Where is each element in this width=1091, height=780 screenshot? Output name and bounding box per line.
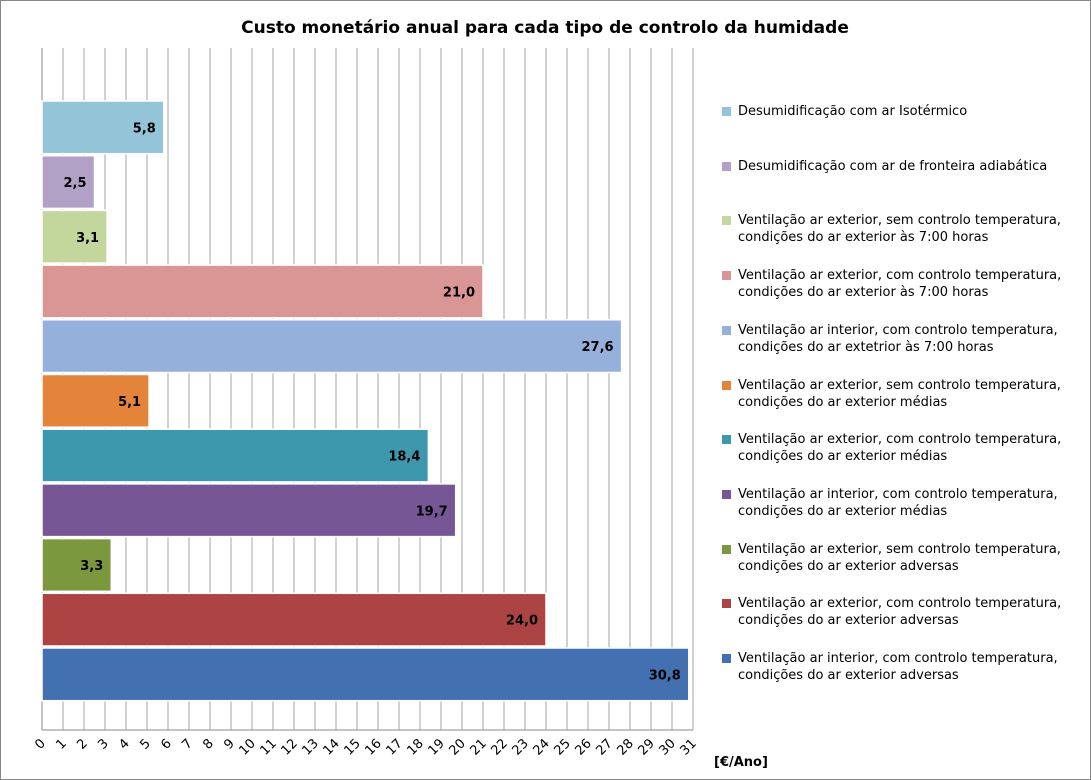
legend-label: Ventilação ar exterior, com controlo tem…: [738, 432, 1062, 465]
data-label: 30,8: [649, 668, 681, 683]
legend-entry: Ventilação ar exterior, com controlo tem…: [722, 267, 1082, 301]
legend-swatch: [722, 216, 731, 226]
legend-entry: Ventilação ar interior, com controlo tem…: [722, 486, 1082, 520]
data-label: 21,0: [443, 285, 475, 300]
data-label: 18,4: [388, 450, 420, 465]
legend-entry: Ventilação ar exterior, com controlo tem…: [722, 595, 1082, 629]
legend-label: Ventilação ar interior, com controlo tem…: [738, 486, 1058, 519]
bar: [41, 428, 430, 483]
legend-label: Ventilação ar interior, com controlo tem…: [738, 322, 1058, 355]
legend-entry: Ventilação ar interior, com controlo tem…: [722, 322, 1082, 356]
data-label: 19,7: [416, 504, 448, 519]
chart-title: Custo monetário anual para cada tipo de …: [241, 18, 849, 38]
bar: [41, 592, 547, 647]
bar: [41, 537, 113, 593]
legend-entry: Desumidificação com ar de fronteira adia…: [722, 158, 1082, 175]
legend-swatch: [722, 380, 731, 390]
legend-swatch: [722, 271, 731, 281]
legend-swatch: [722, 161, 731, 171]
legend-label: Ventilação ar exterior, sem controlo tem…: [738, 377, 1061, 410]
legend-swatch: [722, 544, 731, 554]
legend-entry: Ventilação ar exterior, sem controlo tem…: [722, 541, 1082, 575]
legend-label: Ventilação ar exterior, sem controlo tem…: [738, 213, 1061, 246]
legend-swatch: [722, 107, 731, 116]
legend-swatch: [722, 435, 731, 445]
legend-entry: Desumidificação com ar Isotérmico: [722, 103, 1082, 120]
legend-label: Desumidificação com ar Isotérmico: [738, 104, 968, 119]
bar: [41, 209, 108, 264]
x-axis-label: [€/Ano]: [714, 755, 768, 770]
bar: [41, 319, 623, 374]
bar: [41, 154, 96, 210]
bar: [41, 373, 150, 428]
data-label: 5,8: [133, 121, 156, 136]
legend-label: Ventilação ar exterior, sem controlo tem…: [738, 541, 1061, 574]
legend-label: Desumidificação com ar de fronteira adia…: [738, 158, 1048, 174]
data-label: 24,0: [506, 614, 538, 629]
legend-entry: Ventilação ar exterior, sem controlo tem…: [722, 212, 1082, 246]
legend-entry: Ventilação ar exterior, com controlo tem…: [722, 431, 1082, 465]
legend-swatch: [722, 654, 731, 663]
data-label: 5,1: [118, 395, 141, 410]
data-label: 3,1: [76, 231, 99, 246]
data-label: 3,3: [80, 559, 103, 574]
legend-swatch: [722, 325, 731, 335]
bar: [41, 100, 165, 155]
legend-entry: Ventilação ar interior, com controlo tem…: [722, 650, 1082, 684]
legend-label: Ventilação ar exterior, com controlo tem…: [738, 596, 1062, 629]
bar: [41, 264, 484, 319]
data-label: 2,5: [63, 176, 86, 191]
bar: [41, 483, 457, 538]
bar: [41, 647, 690, 702]
legend-label: Ventilação ar exterior, com controlo tem…: [738, 268, 1062, 301]
data-label: 27,6: [582, 340, 614, 355]
legend-entry: Ventilação ar exterior, sem controlo tem…: [722, 377, 1082, 411]
legend-swatch: [722, 489, 731, 499]
legend-label: Ventilação ar interior, com controlo tem…: [738, 651, 1058, 683]
legend-swatch: [722, 599, 731, 609]
